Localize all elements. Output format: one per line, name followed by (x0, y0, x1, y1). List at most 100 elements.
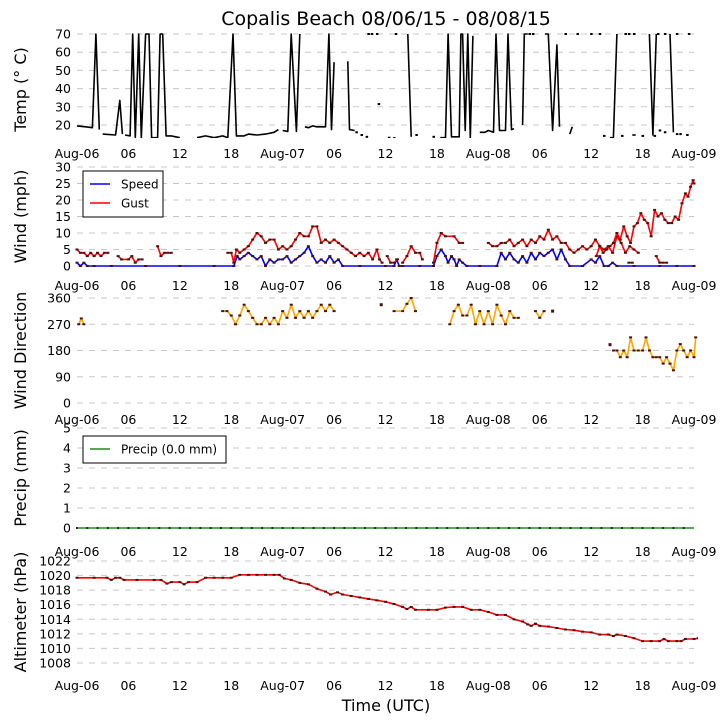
data-marker (328, 241, 332, 244)
data-marker (635, 222, 639, 225)
data-marker (641, 349, 645, 352)
data-marker (85, 265, 89, 267)
series-line-gust (595, 179, 695, 257)
data-marker (551, 238, 555, 241)
x-tick-label: Aug-06 (55, 678, 100, 693)
data-marker (405, 608, 409, 611)
data-marker (675, 640, 679, 643)
data-marker (189, 527, 192, 529)
legend-label: Speed (121, 178, 159, 192)
data-point (528, 33, 531, 35)
data-marker (615, 232, 619, 234)
data-marker (555, 235, 559, 238)
x-tick-label: 18 (635, 678, 651, 693)
x-tick-label: 18 (223, 278, 239, 293)
data-marker (92, 576, 96, 579)
data-marker (559, 527, 562, 529)
data-marker (298, 581, 302, 584)
series-line-temp (610, 33, 618, 138)
series-line-temp (282, 33, 301, 133)
data-marker (92, 265, 96, 267)
data-marker (374, 527, 377, 529)
x-tick-label: 12 (172, 146, 188, 161)
data-marker (291, 527, 294, 529)
data-marker (389, 261, 393, 264)
series-line-temp (479, 33, 515, 134)
data-point (432, 135, 435, 138)
series-line-temp (568, 126, 574, 135)
data-marker (549, 527, 552, 529)
data-marker (508, 238, 512, 241)
data-marker (585, 248, 589, 251)
data-marker (533, 310, 537, 313)
data-marker (354, 255, 358, 258)
legend-label: Gust (121, 197, 149, 211)
data-marker (144, 265, 148, 267)
data-marker (666, 640, 670, 643)
data-marker (405, 302, 409, 305)
data-marker (225, 310, 229, 313)
data-marker (242, 255, 246, 258)
series-line-gust (401, 245, 424, 264)
y-tick-label: 15 (55, 209, 71, 224)
data-marker (212, 265, 216, 267)
data-marker (590, 527, 593, 529)
data-marker (636, 251, 640, 254)
data-marker (118, 576, 122, 579)
x-tick-label: Aug-09 (672, 412, 717, 427)
data-marker (306, 583, 310, 586)
data-marker (623, 635, 627, 638)
data-marker (533, 241, 537, 244)
data-marker (401, 310, 405, 313)
data-marker (503, 241, 507, 244)
data-marker (662, 527, 665, 529)
data-marker (336, 591, 340, 594)
data-point (576, 33, 579, 35)
data-marker (602, 248, 606, 251)
data-marker (238, 258, 242, 261)
data-marker (452, 605, 456, 608)
data-marker (546, 251, 550, 254)
data-marker (281, 310, 285, 313)
data-marker (598, 633, 602, 636)
data-marker (358, 596, 362, 599)
data-marker (615, 235, 619, 238)
data-marker (546, 228, 550, 231)
data-marker (452, 310, 456, 313)
x-tick-label: 12 (583, 678, 599, 693)
data-marker (632, 637, 636, 640)
data-marker (315, 261, 319, 264)
x-tick-label: Aug-06 (55, 146, 100, 161)
data-marker (538, 527, 541, 529)
data-point (551, 309, 555, 313)
data-marker (658, 640, 662, 643)
data-marker (600, 527, 603, 529)
data-marker (487, 527, 490, 529)
data-marker (268, 238, 272, 241)
data-point (621, 134, 624, 137)
data-marker (446, 527, 449, 529)
data-marker (380, 261, 384, 264)
data-marker (384, 600, 387, 603)
data-marker (682, 349, 686, 352)
data-marker (503, 323, 507, 326)
y-tick-label: 270 (47, 317, 71, 332)
y-tick-label: 20 (55, 193, 71, 208)
y-axis-label: Temp (° C) (11, 47, 30, 132)
data-marker (622, 225, 626, 228)
x-tick-label: Aug-08 (466, 412, 511, 427)
data-marker (251, 255, 255, 258)
data-point (370, 33, 374, 35)
data-marker (542, 255, 546, 258)
data-marker (96, 527, 99, 529)
data-marker (499, 314, 503, 317)
x-tick-label: Aug-08 (466, 146, 511, 161)
data-marker (349, 594, 353, 597)
data-marker (371, 258, 375, 261)
data-marker (302, 251, 306, 254)
data-marker (538, 316, 542, 319)
data-marker (178, 527, 181, 529)
x-tick-label: 06 (532, 412, 548, 427)
data-marker (240, 527, 243, 529)
